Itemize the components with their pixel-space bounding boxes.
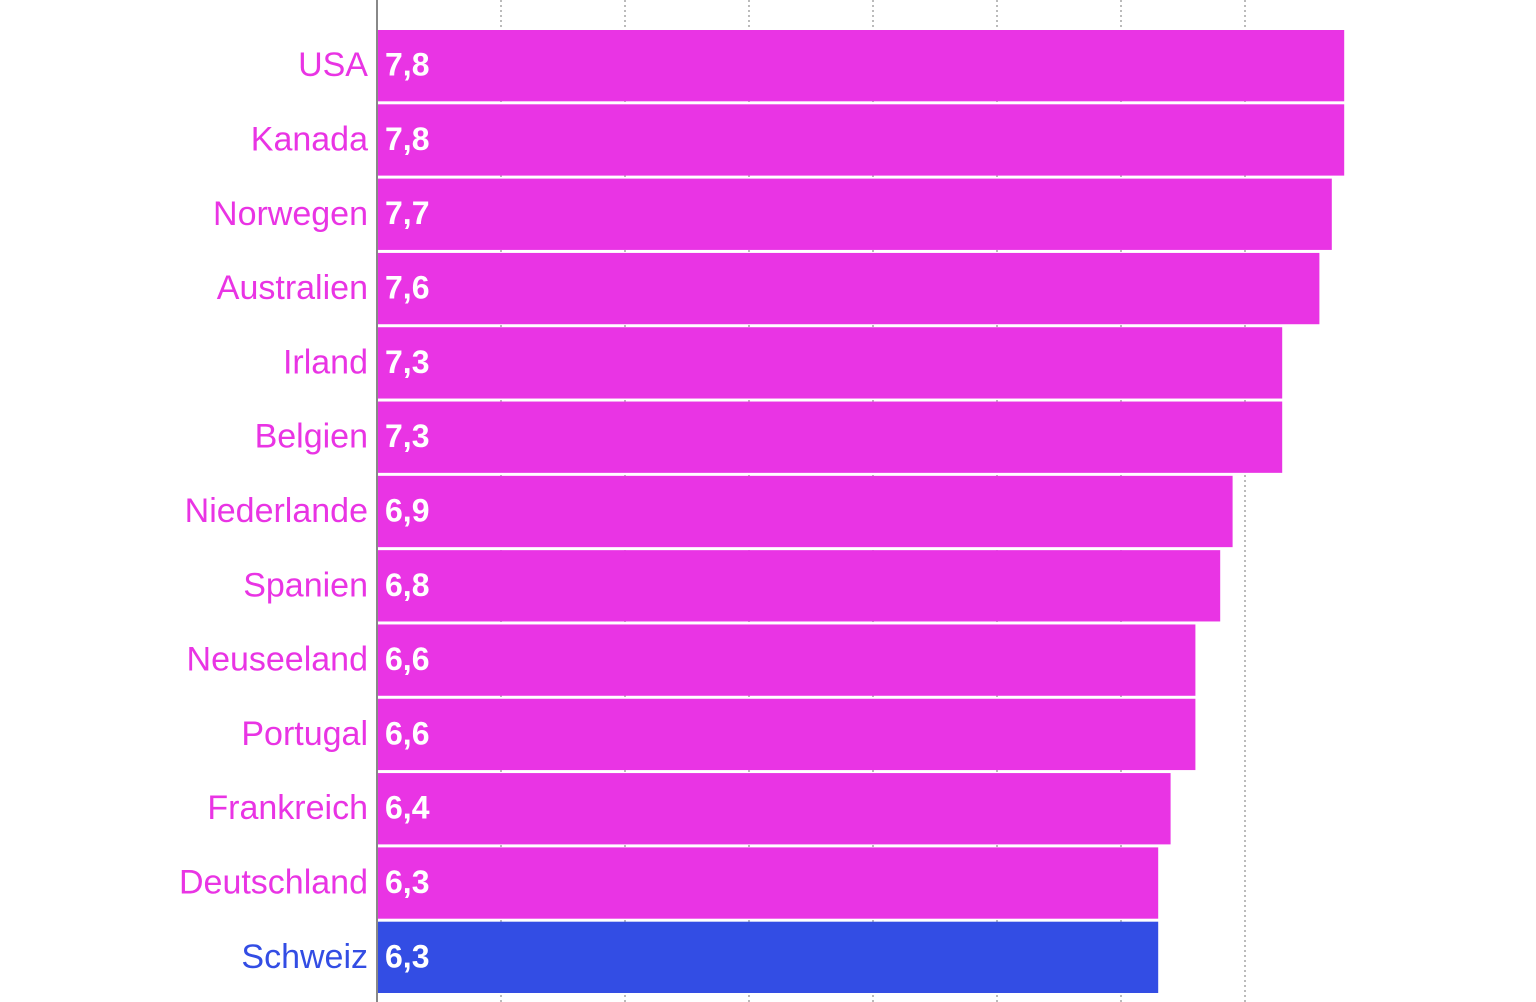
bar <box>377 178 1332 250</box>
y-tick-label: Portugal <box>241 715 368 753</box>
value-label: 6,6 <box>385 641 429 677</box>
y-tick-label: Spanien <box>243 566 368 604</box>
y-tick-label: USA <box>298 46 368 84</box>
y-tick-label: Niederlande <box>185 492 368 530</box>
y-tick-label: Irland <box>283 343 368 381</box>
bar <box>377 327 1283 399</box>
y-tick-label: Belgien <box>255 418 368 456</box>
bar <box>377 475 1233 548</box>
y-tick-label: Deutschland <box>179 864 368 902</box>
value-label: 6,3 <box>385 864 429 900</box>
value-label: 7,6 <box>385 270 429 306</box>
bar <box>377 698 1196 771</box>
bar <box>377 104 1345 176</box>
bar <box>377 30 1345 102</box>
bar <box>377 847 1159 919</box>
bar <box>377 550 1221 622</box>
bar <box>377 921 1159 993</box>
y-tick-label: Norwegen <box>213 195 368 233</box>
y-tick-label: Schweiz <box>241 938 368 976</box>
y-tick-label: Australien <box>217 269 368 307</box>
y-tick-label: Kanada <box>251 120 368 158</box>
value-label: 7,3 <box>385 344 429 380</box>
bar <box>377 773 1171 845</box>
bar <box>377 252 1320 325</box>
value-label: 7,8 <box>385 47 429 83</box>
value-label: 6,3 <box>385 938 429 974</box>
value-label: 6,6 <box>385 715 429 751</box>
value-label: 7,3 <box>385 418 429 454</box>
value-label: 7,8 <box>385 121 429 157</box>
bar <box>377 624 1196 696</box>
y-tick-label: Frankreich <box>207 789 368 827</box>
value-label: 6,8 <box>385 567 429 603</box>
value-label: 6,9 <box>385 492 429 528</box>
y-tick-label: Neuseeland <box>187 641 368 679</box>
value-label: 7,7 <box>385 195 429 231</box>
bar <box>377 401 1283 473</box>
value-label: 6,4 <box>385 790 430 826</box>
